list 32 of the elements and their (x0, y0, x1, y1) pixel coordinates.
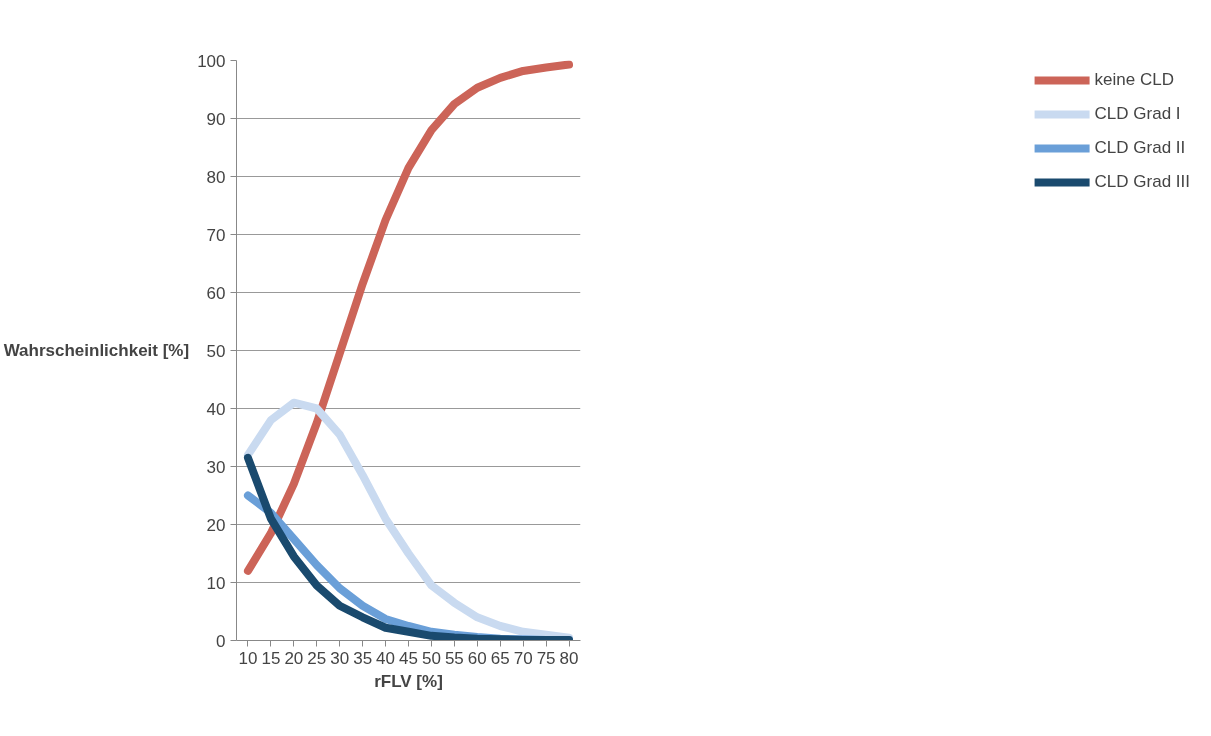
y-tick-label: 90 (206, 109, 226, 129)
x-tick-label: 65 (490, 648, 510, 668)
y-axis-title: Wahrscheinlichkeit [%] (3, 341, 190, 360)
y-tick-label: 0 (216, 631, 226, 651)
y-tick-label: 10 (206, 573, 226, 593)
x-tick-label: 15 (261, 648, 281, 668)
x-tick-label: 60 (467, 648, 487, 668)
legend-label: keine CLD (1094, 70, 1174, 90)
x-tick-label: 70 (513, 648, 533, 668)
x-tick-label: 20 (284, 648, 304, 668)
y-tick-label: 50 (206, 341, 226, 361)
x-tick-label: 40 (376, 648, 396, 668)
x-tick-label: 50 (421, 648, 441, 668)
y-tick-label: 70 (206, 225, 226, 245)
x-tick-label: 30 (330, 648, 350, 668)
legend-label: CLD Grad III (1094, 172, 1190, 192)
y-tick-label: 20 (206, 515, 226, 535)
x-tick-label: 45 (399, 648, 418, 668)
x-axis-title: rFLV [%] (374, 671, 443, 691)
x-tick-label: 75 (536, 648, 556, 668)
x-tick-label: 55 (444, 648, 464, 668)
x-tick-label: 25 (307, 648, 327, 668)
x-tick-label: 35 (353, 648, 373, 668)
y-tick-label: 80 (206, 167, 226, 187)
legend-label: CLD Grad I (1094, 104, 1181, 124)
y-tick-label: 30 (206, 457, 226, 477)
legend-label: CLD Grad II (1094, 138, 1186, 158)
y-tick-label: 100 (197, 51, 226, 71)
y-tick-label: 40 (206, 399, 226, 419)
x-tick-label: 80 (559, 648, 579, 668)
x-tick-label: 10 (238, 648, 258, 668)
y-tick-label: 60 (206, 283, 226, 303)
